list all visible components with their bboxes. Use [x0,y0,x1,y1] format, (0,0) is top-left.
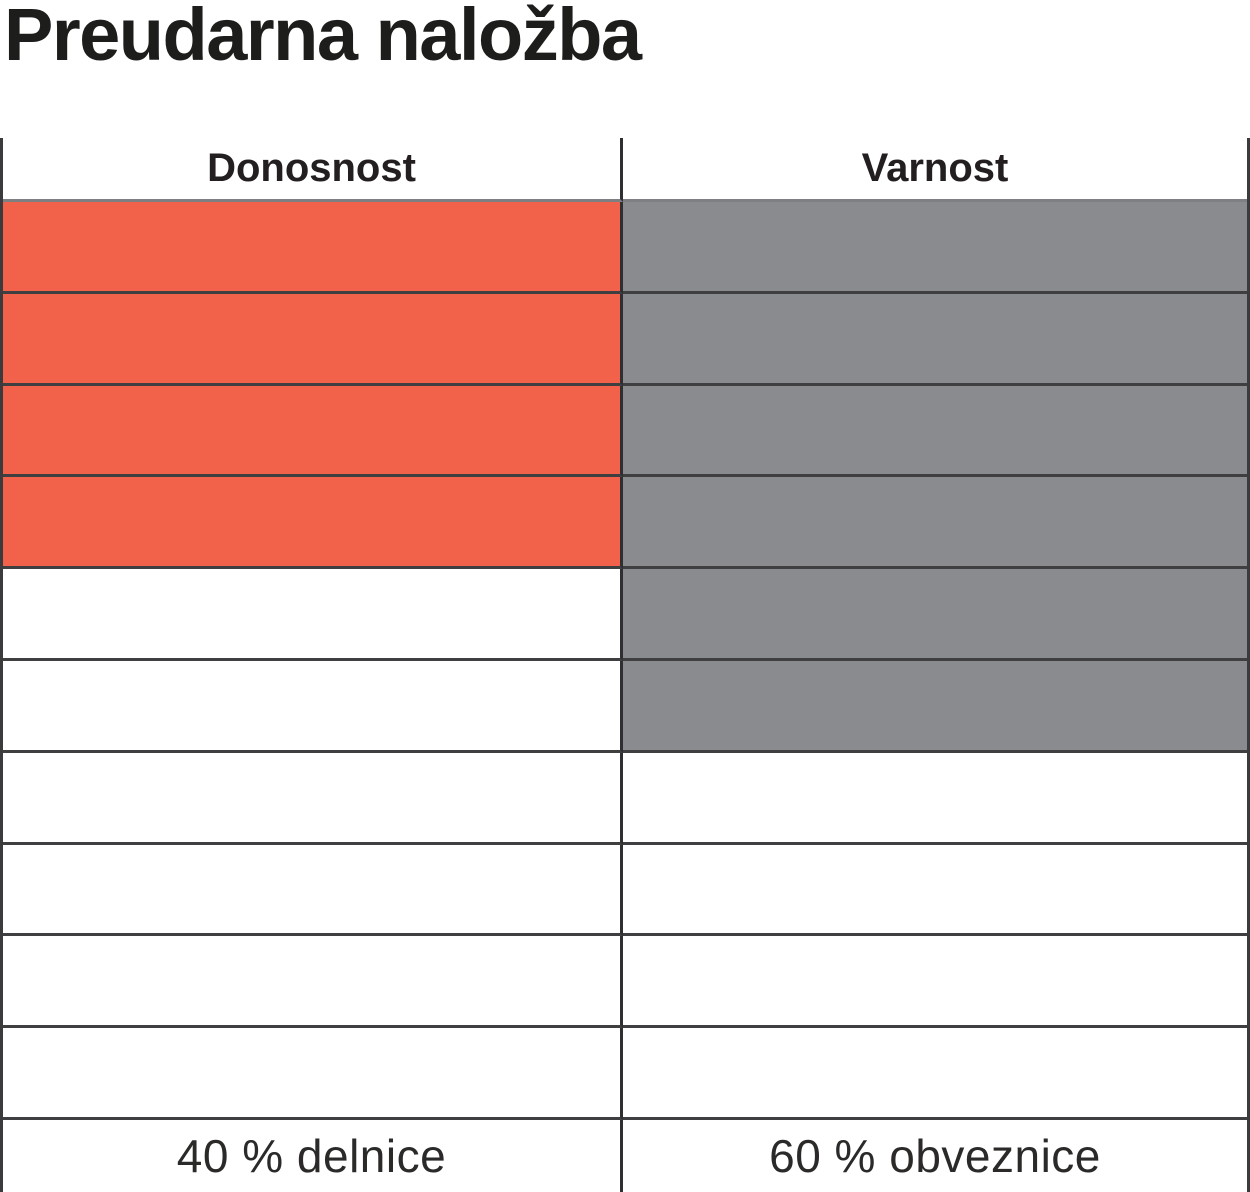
filled-cell-varnost-4 [623,477,1247,570]
filled-cell-donosnost-2 [3,293,623,386]
column-header-donosnost: Donosnost [3,138,623,202]
column-header-varnost: Varnost [623,138,1247,202]
filled-cell-varnost-3 [623,385,1247,478]
empty-cell-varnost-10 [623,1028,1247,1120]
footer-label-delnice: 40 % delnice [3,1119,623,1192]
empty-cell-varnost-8 [623,844,1247,937]
empty-cell-donosnost-9 [3,936,623,1029]
empty-cell-varnost-9 [623,936,1247,1029]
allocation-table: Donosnost Varnost 40 % delnice 60 % obve… [0,138,1250,1192]
filled-cell-varnost-6 [623,660,1247,753]
empty-cell-donosnost-7 [3,752,623,845]
footer-label-obveznice: 60 % obveznice [623,1119,1247,1192]
filled-cell-varnost-2 [623,293,1247,386]
filled-cell-donosnost-4 [3,477,623,570]
filled-cell-donosnost-3 [3,385,623,478]
filled-cell-donosnost-1 [3,202,623,294]
empty-cell-donosnost-6 [3,660,623,753]
filled-cell-varnost-5 [623,569,1247,661]
empty-cell-donosnost-5 [3,569,623,661]
empty-cell-donosnost-8 [3,844,623,937]
empty-cell-varnost-7 [623,752,1247,845]
chart-title: Preudarna naložba [4,0,642,76]
empty-cell-donosnost-10 [3,1028,623,1120]
filled-cell-varnost-1 [623,202,1247,294]
